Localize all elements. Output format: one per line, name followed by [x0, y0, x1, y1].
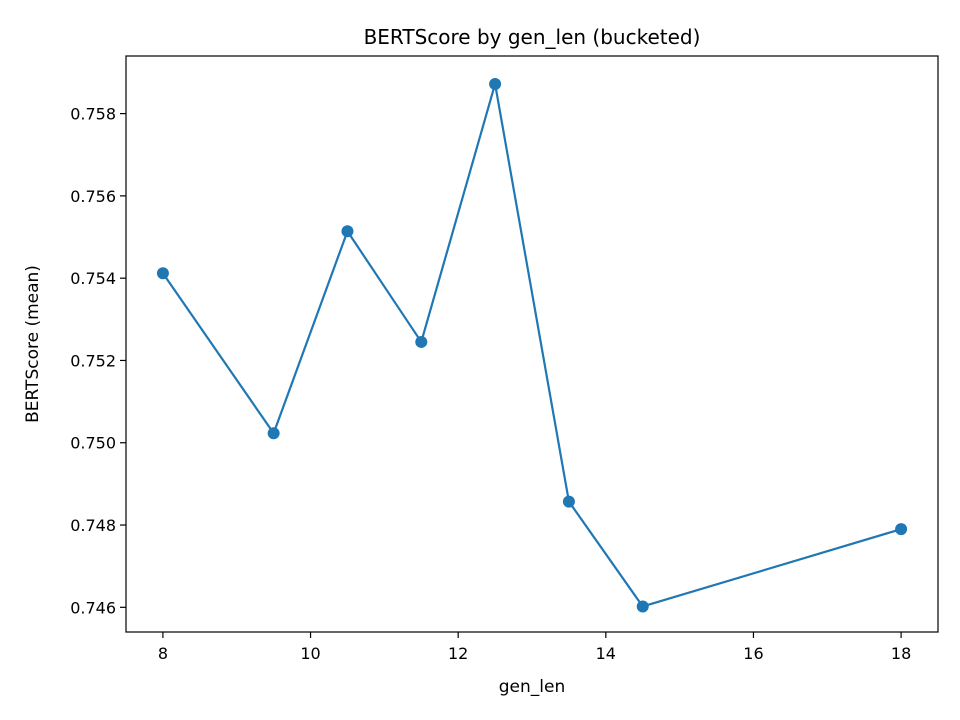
x-tick-label: 18 [891, 644, 911, 663]
x-tick-label: 12 [448, 644, 468, 663]
data-point [341, 225, 354, 238]
data-point [636, 600, 649, 613]
data-point [267, 427, 280, 440]
series-line [162, 82, 902, 608]
y-axis-ticks: 0.746 0.748 0.750 0.752 0.754 0.756 0.758 [70, 105, 126, 617]
data-point [489, 77, 502, 90]
x-tick-label: 8 [158, 644, 168, 663]
data-point [562, 495, 575, 508]
y-tick-label: 0.758 [70, 105, 116, 124]
y-tick-label: 0.752 [70, 351, 116, 370]
y-tick-label: 0.754 [70, 269, 116, 288]
y-tick-label: 0.746 [70, 598, 116, 617]
data-point [895, 523, 908, 536]
x-tick-label: 10 [300, 644, 320, 663]
plot-area-frame [125, 55, 939, 633]
data-point [415, 335, 428, 348]
y-tick-label: 0.750 [70, 434, 116, 453]
x-tick-label: 16 [743, 644, 763, 663]
x-axis-title: gen_len [499, 677, 565, 697]
data-point [156, 267, 169, 280]
x-axis-ticks: 8 10 12 14 16 18 [158, 632, 911, 663]
series-layer [156, 77, 908, 613]
y-axis-title: BERTScore (mean) [23, 265, 43, 423]
y-tick-label: 0.748 [70, 516, 116, 535]
chart-title: BERTScore by gen_len (bucketed) [364, 25, 701, 49]
y-tick-label: 0.756 [70, 187, 116, 206]
x-tick-label: 14 [596, 644, 616, 663]
